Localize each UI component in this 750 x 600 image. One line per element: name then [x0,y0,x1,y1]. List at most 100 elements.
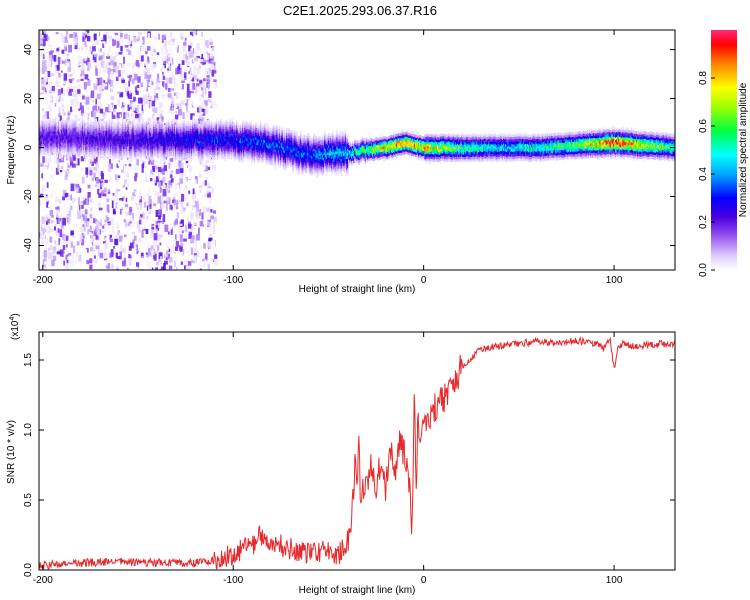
noise-cell-2184 [107,192,109,199]
ridge-cell-1335 [136,124,138,127]
noise-cell-2306 [73,245,76,253]
ridge-cell-576 [81,141,84,144]
ridge-cell-264 [58,156,61,159]
noise-cell-1805 [74,42,78,50]
noise-cell-1904 [153,107,158,114]
noise-cell-1444 [55,241,58,248]
noise-cell-1278 [208,197,212,204]
noise-cell-2425 [85,96,90,105]
ridge-cell-1261 [131,123,133,127]
noise-cell-1366 [46,220,49,226]
ridge-cell-1021 [114,142,116,145]
ridge-cell-1328 [136,141,138,145]
ridge-cell-885 [103,125,106,129]
ridge-cell-1969 [182,155,184,159]
noise-cell-1211 [79,188,82,193]
noise-cell-1914 [87,80,91,86]
ridge-cell-1524 [150,125,152,128]
ridge-cell-166 [51,147,53,151]
noise-cell-1953 [203,223,207,228]
noise-cell-946 [179,67,182,74]
noise-cell-1531 [46,170,51,178]
noise-cell-1545 [134,191,137,195]
ridge-cell-1801 [169,126,172,130]
ridge-cell-1336 [137,152,139,156]
ridge-cell-678 [89,146,91,150]
ridge-cell-689 [90,148,92,152]
ridge-cell-1027 [114,127,116,131]
ridge-cell-2062 [188,150,191,153]
ridge-cell-1538 [151,129,153,133]
ridge-cell-895 [105,135,107,139]
ridge-cell-1741 [165,127,168,130]
ridge-cell-1441 [144,149,147,153]
ridge-cell-1916 [178,139,180,143]
ridge-cell-270 [58,141,61,145]
noise-cell-1987 [179,73,184,79]
ridge-cell-24 [40,130,42,134]
noise-cell-10 [103,187,107,193]
ridge-cell-642 [86,127,88,130]
noise-cell-1597 [47,216,51,224]
ridge-cell-1782 [168,135,171,139]
ridge-cell-1824 [172,141,174,144]
ridge-cell-1557 [153,146,155,149]
noise-cell-1368 [45,30,50,35]
ridge-cell-46 [42,139,44,142]
ridge-cell-1421 [142,125,145,128]
noise-cell-516 [148,101,151,109]
ridge-cell-1877 [175,127,177,130]
noise-cell-958 [178,256,180,262]
ridge-cell-1119 [121,146,124,149]
ridge-cell-2350 [208,140,211,144]
ridge-cell-1943 [180,146,182,150]
ridge-cell-1578 [154,131,156,135]
noise-cell-786 [158,215,161,220]
ridge-cell-1770 [167,127,170,130]
ridge-cell-2132 [193,123,195,126]
ridge-cell-656 [87,124,89,127]
ridge-cell-294 [61,149,63,153]
ridge-cell-18 [40,145,42,149]
ridge-cell-784 [96,131,98,134]
ridge-cell-685 [89,129,91,133]
ridge-cell-301 [61,132,63,135]
ridge-cell-1549 [152,136,154,139]
noise-cell-2494 [135,203,138,206]
noise-cell-2178 [180,170,184,178]
ridge-cell-583 [81,123,84,127]
ridge-cell-2314 [206,155,208,159]
noise-cell-592 [168,162,171,169]
noise-cell-2182 [124,203,128,210]
ridge-cell-151 [50,152,52,156]
ridge-cell-722 [92,142,94,146]
ridge-cell-414 [69,132,71,135]
noise-cell-1445 [193,162,196,169]
ridge-cell-1569 [154,153,156,157]
ridge-cell-2021 [185,138,187,141]
ridge-cell-1850 [174,150,176,154]
ridge-cell-982 [111,124,113,127]
ridge-cell-1871 [175,141,177,145]
ridge-cell-1165 [124,141,127,145]
ridge-cell-394 [68,147,70,151]
ridge-cell-2064 [188,145,191,149]
noise-cell-2238 [96,93,101,100]
ridge-cell-2347 [208,147,211,151]
noise-cell-2162 [140,208,143,211]
ridge-cell-991 [112,143,114,147]
ridge-cell-1533 [151,141,153,145]
noise-cell-2269 [58,218,61,224]
ridge-cell-2052 [187,135,190,139]
ridge-cell-1123 [121,136,124,139]
ridge-cell-767 [95,135,97,139]
ridge-cell-187 [52,131,54,135]
ridge-cell-1283 [133,142,135,145]
ridge-cell-183 [52,141,54,144]
noise-cell-2200 [150,169,153,175]
ridge-cell-4 [39,144,41,148]
ridge-cell-2058 [187,120,190,124]
noise-cell-1422 [145,68,149,71]
noise-cell-1374 [70,99,74,105]
ridge-cell-1333 [136,129,138,132]
